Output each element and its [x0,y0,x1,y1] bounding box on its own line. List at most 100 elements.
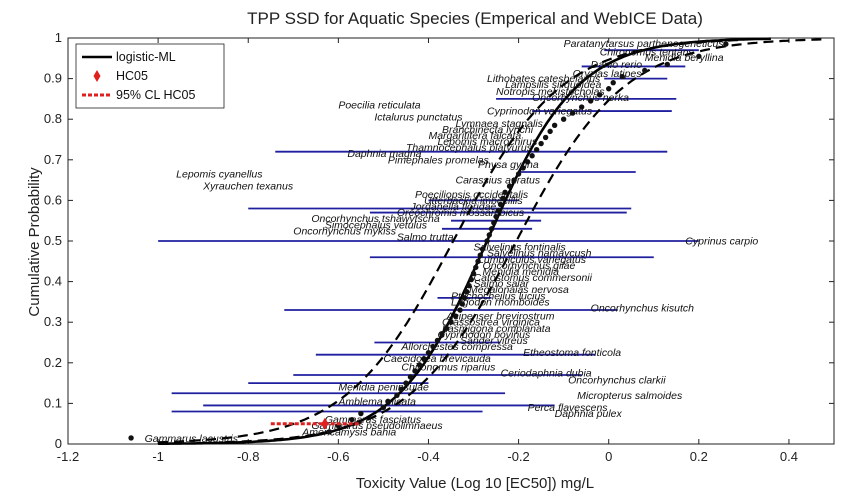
species-label: Etheostoma fonticola [523,347,621,359]
data-point [326,429,333,435]
data-point [520,165,526,171]
species-label: Oreochromis mossambicus [397,207,525,219]
data-point [459,301,465,307]
species-label: Lasmigona complanata [442,323,551,335]
species-label: Oryzias latipes [573,68,643,80]
species-label: Caecidotea brevicauda [383,353,491,365]
data-point [452,313,459,319]
data-point [606,86,612,92]
data-point [524,159,531,165]
chart-title: TPP SSD for Aquatic Species (Emperical a… [247,9,703,28]
data-point [578,104,585,110]
data-point [538,140,544,147]
species-label: Lithobates catesbeianus [487,73,601,85]
legend-label-hc05: HC05 [116,69,148,83]
species-label: Danio rerio [591,59,643,71]
species-label: Catostomus commersonii [474,272,593,284]
data-point [484,238,490,244]
species-label: Paratanytarsus parthenogeneticus [564,38,725,50]
species-label: Thamnocephalus platyurus [406,142,533,154]
species-label: Megalonaias nervosa [469,284,569,296]
species-label: Margaritifera falcata [428,130,521,142]
species-labels: Paratanytarsus parthenogeneticusChironom… [145,38,759,445]
data-point [385,398,391,405]
y-tick-label: 0 [55,436,62,451]
species-label: Oncorhynchus tshawytscha [311,213,440,225]
x-axis-label: Toxicity Value (Log 10 [EC50]) mg/L [356,475,594,492]
data-point [664,61,670,68]
data-point [468,276,474,283]
y-tick-label: 0.5 [44,233,62,248]
species-label: Physa gyrina [478,159,539,171]
data-point [587,98,594,104]
data-point [569,110,576,116]
x-ticks: -1.2 -1 -0.8 -0.6 -0.4 -0.2 0 0.2 0.4 [57,38,798,464]
species-label: Cyprinus carpio [685,236,758,248]
confidence-bars [158,49,699,413]
species-label: Ceriodaphnia dubia [501,367,592,379]
data-point [407,374,414,380]
data-point [430,343,436,350]
species-label: Salmo trutta [397,231,454,243]
species-label: Pimephales promelas [388,154,490,166]
data-point [461,295,468,301]
species-label: Menidia beryllina [645,52,724,64]
data-point [495,207,502,214]
species-label: Daphnia magna [347,148,421,160]
x-tick-label: 0 [605,449,612,464]
legend-label-logistic: logistic-ML [116,50,176,64]
species-label: Gammarus lacustris [145,433,239,445]
data-point [464,289,470,295]
species-label: Menidia peninsulae [338,382,429,394]
species-label: Oncorhynchus mykiss [293,225,396,237]
species-label: Simocephalus vetulus [325,219,428,231]
data-point [421,356,427,362]
data-point [380,404,387,411]
species-label: Lumbriculus variegatus [478,254,587,266]
species-label: Ictalurus punctatus [374,112,463,124]
species-label: Notropis mekistocholas [496,86,605,98]
data-point [477,252,483,258]
y-tick-label: 0.3 [44,314,62,329]
data-point [412,368,418,374]
data-points [128,41,729,441]
species-label: Cyprinodon bovinus [437,329,531,341]
species-label: Crassostrea virginica [442,317,540,329]
y-tick-label: 0.8 [44,111,62,126]
species-label: Lepomis macrochirus [437,136,538,148]
legend-label-cl: 95% CL HC05 [116,88,195,102]
data-point [542,134,549,141]
data-point [394,392,400,398]
data-point [502,189,508,195]
data-point [642,67,648,74]
data-point [547,128,553,135]
x-tick-label: -0.4 [417,449,439,464]
species-label: Lymnaea stagnalis [456,118,544,130]
legend-box [75,43,225,109]
species-label: Micropterus salmoides [577,390,683,402]
data-point [497,201,504,208]
species-label: Oncorhynchus nerka [532,92,629,104]
data-point [398,386,405,392]
data-point [479,246,486,252]
legend: logistic-ML HC05 95% CL HC05 [75,43,225,109]
data-point [475,258,481,264]
species-label: Chironomus riparius [401,361,496,373]
species-label: Oncorhynchus kisutch [591,302,694,314]
species-label: Amblema plicata [337,396,416,408]
data-point [349,416,355,423]
data-point [448,319,454,325]
y-tick-label: 0.1 [44,395,62,410]
y-tick-label: 1 [55,30,62,45]
y-tick-label: 0.4 [44,274,62,289]
species-label: Chironomus tentans [600,47,695,59]
species-label: Salvelinus fontinalis [474,242,567,254]
species-label: Lepomis cyanellus [176,169,263,181]
species-label: Oncorhynchus gilae [483,260,576,272]
data-point [416,362,423,368]
data-point [491,220,497,226]
species-label: Xyrauchen texanus [202,181,294,193]
data-point [466,282,472,289]
x-tick-label: -1 [152,449,164,464]
